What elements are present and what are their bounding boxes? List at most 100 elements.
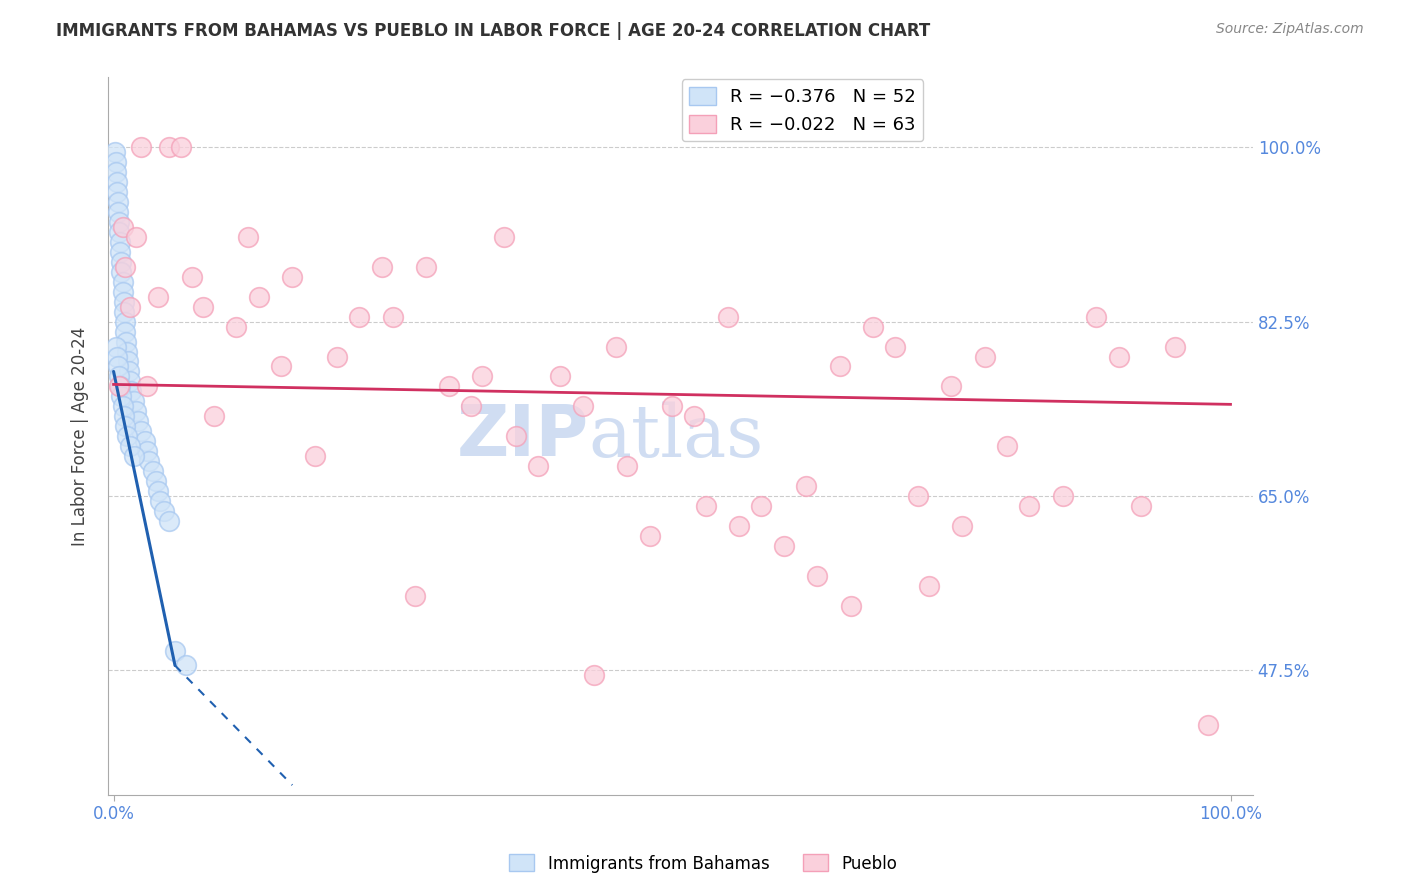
Point xyxy=(415,260,437,274)
Point xyxy=(110,379,132,393)
Point xyxy=(112,294,135,309)
Point xyxy=(270,359,292,374)
Point xyxy=(112,304,135,318)
Point xyxy=(683,409,706,424)
Point xyxy=(191,300,214,314)
Point xyxy=(169,140,191,154)
Point xyxy=(638,529,661,543)
Point xyxy=(108,225,131,239)
Point xyxy=(157,514,180,528)
Text: IMMIGRANTS FROM BAHAMAS VS PUEBLO IN LABOR FORCE | AGE 20-24 CORRELATION CHART: IMMIGRANTS FROM BAHAMAS VS PUEBLO IN LAB… xyxy=(56,22,931,40)
Point xyxy=(131,424,153,438)
Point xyxy=(107,359,129,374)
Point xyxy=(110,235,132,249)
Point xyxy=(862,319,884,334)
Point xyxy=(107,194,129,209)
Point xyxy=(108,215,131,229)
Point xyxy=(125,404,148,418)
Point xyxy=(149,494,172,508)
Point xyxy=(695,499,717,513)
Point xyxy=(114,325,136,339)
Point xyxy=(174,658,197,673)
Point xyxy=(1130,499,1153,513)
Point xyxy=(115,334,138,349)
Point xyxy=(118,364,141,378)
Point xyxy=(163,643,186,657)
Point xyxy=(717,310,740,324)
Point xyxy=(941,379,963,393)
Point xyxy=(582,668,605,682)
Point xyxy=(108,379,131,393)
Point xyxy=(1085,310,1108,324)
Point xyxy=(1108,350,1130,364)
Point xyxy=(370,260,392,274)
Point xyxy=(527,459,550,474)
Text: Source: ZipAtlas.com: Source: ZipAtlas.com xyxy=(1216,22,1364,37)
Point xyxy=(326,350,349,364)
Point xyxy=(404,589,426,603)
Point xyxy=(952,519,974,533)
Point xyxy=(138,454,160,468)
Point xyxy=(247,290,270,304)
Point xyxy=(114,315,136,329)
Point xyxy=(605,340,627,354)
Point xyxy=(661,400,683,414)
Point xyxy=(104,340,127,354)
Point xyxy=(1197,718,1219,732)
Point xyxy=(304,449,326,463)
Point xyxy=(728,519,751,533)
Point xyxy=(122,449,145,463)
Point xyxy=(117,354,139,368)
Point xyxy=(120,300,142,314)
Point xyxy=(806,569,828,583)
Point xyxy=(125,230,148,244)
Point xyxy=(281,269,304,284)
Point xyxy=(907,489,929,503)
Point xyxy=(995,439,1018,453)
Point xyxy=(110,389,132,403)
Point xyxy=(794,479,817,493)
Point xyxy=(236,230,259,244)
Point xyxy=(180,269,202,284)
Point xyxy=(110,244,132,259)
Point xyxy=(134,434,156,449)
Point xyxy=(111,219,134,234)
Point xyxy=(148,484,170,499)
Point xyxy=(111,285,134,299)
Point xyxy=(120,375,142,389)
Point xyxy=(550,369,572,384)
Point xyxy=(153,504,176,518)
Point xyxy=(120,439,142,453)
Point xyxy=(437,379,460,393)
Point xyxy=(505,429,527,443)
Point xyxy=(107,205,129,219)
Point xyxy=(115,344,138,359)
Point xyxy=(839,599,862,613)
Point xyxy=(1018,499,1040,513)
Point xyxy=(884,340,907,354)
Point xyxy=(110,265,132,279)
Point xyxy=(349,310,371,324)
Point xyxy=(918,579,941,593)
Point xyxy=(1052,489,1074,503)
Point xyxy=(616,459,638,474)
Point xyxy=(828,359,851,374)
Legend: R = −0.376   N = 52, R = −0.022   N = 63: R = −0.376 N = 52, R = −0.022 N = 63 xyxy=(682,79,924,142)
Point xyxy=(108,369,131,384)
Point xyxy=(772,539,794,553)
Point xyxy=(202,409,225,424)
Point xyxy=(148,290,170,304)
Point xyxy=(114,419,136,434)
Point xyxy=(114,260,136,274)
Legend: Immigrants from Bahamas, Pueblo: Immigrants from Bahamas, Pueblo xyxy=(502,847,904,880)
Point xyxy=(120,384,142,399)
Point xyxy=(142,464,165,478)
Point xyxy=(131,140,153,154)
Point xyxy=(104,165,127,179)
Point xyxy=(105,175,128,189)
Point xyxy=(973,350,995,364)
Point xyxy=(105,350,128,364)
Point xyxy=(751,499,773,513)
Point xyxy=(104,155,127,169)
Point xyxy=(225,319,247,334)
